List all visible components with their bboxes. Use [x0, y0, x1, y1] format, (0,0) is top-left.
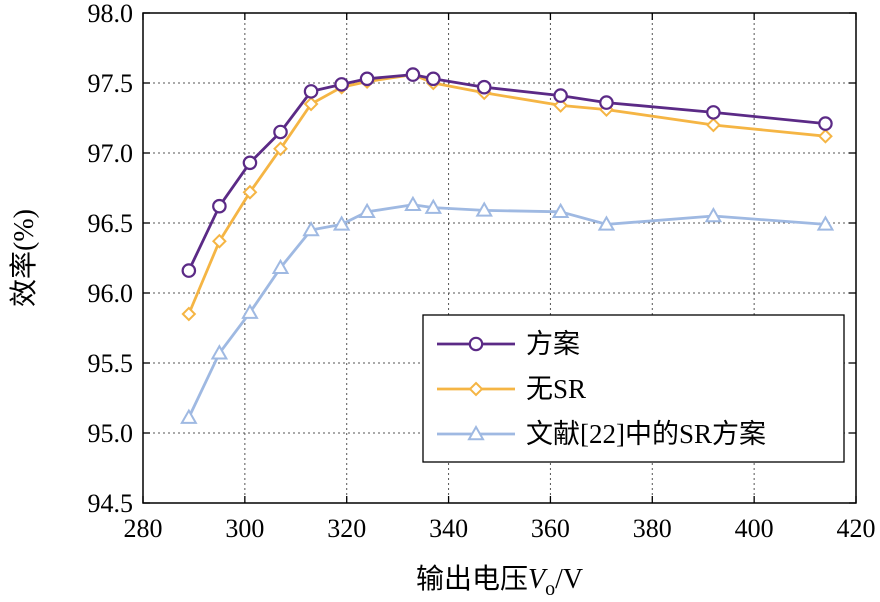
y-tick-label: 97.5 — [88, 69, 134, 98]
plot-frame — [142, 12, 857, 504]
x-tick-label: 400 — [735, 514, 774, 543]
y-tick-label: 98.0 — [88, 0, 134, 28]
data-point — [241, 303, 259, 319]
legend-swatch-marker — [467, 424, 485, 441]
data-point — [818, 116, 833, 131]
x-tick-label: 420 — [837, 514, 876, 543]
x-tick-label: 360 — [531, 514, 570, 543]
data-point — [302, 220, 320, 237]
legend-swatch-marker — [468, 336, 484, 352]
data-point — [242, 184, 258, 200]
data-point — [359, 71, 375, 87]
data-point — [181, 263, 197, 278]
data-point — [210, 344, 229, 360]
legend-entry-3: 文献[22]中的SR方案 — [437, 419, 766, 449]
data-point — [180, 408, 198, 424]
x-tick-label: 380 — [633, 514, 672, 543]
x-axis-title: 输出电压Vo/V — [416, 563, 583, 600]
data-point — [551, 202, 570, 219]
data-point — [273, 141, 288, 157]
data-point — [334, 77, 349, 92]
data-point — [705, 117, 721, 133]
series-1 — [181, 67, 833, 278]
legend-entry-1: 方案 — [437, 329, 580, 359]
data-point — [242, 155, 258, 171]
data-point — [303, 96, 319, 112]
data-point — [476, 79, 492, 95]
series-line — [187, 73, 826, 315]
y-axis-title: 效率(%) — [8, 209, 40, 307]
data-point — [332, 215, 351, 231]
data-point — [303, 84, 319, 99]
data-point — [553, 97, 569, 113]
data-point — [405, 67, 421, 82]
series-2 — [181, 67, 833, 322]
legend-swatch-marker — [468, 381, 484, 397]
y-tick-label: 94.5 — [88, 489, 134, 518]
series-line — [187, 73, 826, 272]
x-tick-label: 320 — [327, 514, 366, 543]
x-axis-title-unit: /V — [555, 564, 583, 595]
x-tick-label: 300 — [225, 514, 264, 543]
data-point — [553, 88, 568, 103]
y-tick-label: 95.0 — [88, 419, 134, 448]
x-axis-title-var: V — [528, 564, 548, 595]
data-point — [706, 105, 721, 120]
data-point — [816, 215, 835, 231]
data-point — [404, 195, 422, 212]
data-point — [818, 128, 833, 144]
series-3 — [180, 195, 835, 424]
series-line — [187, 203, 826, 419]
x-axis-title-sub: o — [545, 578, 555, 600]
series-layer — [180, 67, 835, 424]
data-point — [212, 198, 227, 214]
y-tick-label: 95.5 — [88, 349, 134, 378]
data-point — [424, 198, 443, 214]
data-point — [271, 258, 290, 275]
data-point — [599, 95, 614, 110]
legend-label: 方案 — [526, 329, 580, 359]
data-point — [358, 202, 376, 219]
ticks: 280 300 320 340 360 380 400 420 94.5 95.0 95.5 96.0… — [88, 0, 876, 543]
y-tick-label: 96.5 — [88, 209, 134, 238]
x-tick-label: 280 — [124, 514, 163, 543]
data-point — [181, 306, 197, 322]
data-point — [475, 201, 493, 217]
y-tick-label: 96.0 — [88, 279, 134, 308]
legend-label: 无SR — [526, 374, 586, 404]
data-point — [273, 124, 288, 140]
x-axis-title-main: 输出电压 — [416, 563, 528, 595]
data-point — [211, 233, 227, 249]
legend-label: 文献[22]中的SR方案 — [526, 419, 766, 449]
x-tick-label: 340 — [429, 514, 468, 543]
y-tick-label: 97.0 — [88, 139, 134, 168]
data-point — [704, 206, 723, 223]
data-point — [425, 71, 441, 87]
data-point — [597, 215, 616, 231]
legend-entry-2: 无SR — [437, 374, 586, 404]
